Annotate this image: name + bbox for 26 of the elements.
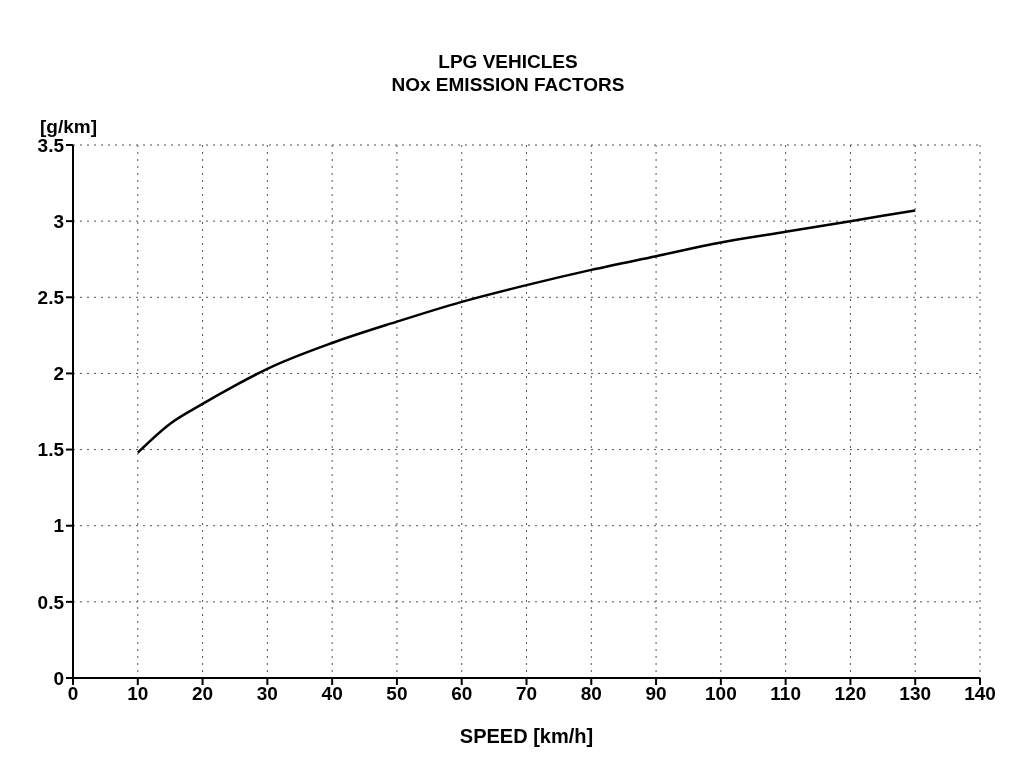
x-tick-label: 130 bbox=[899, 683, 932, 705]
x-tick-label: 90 bbox=[645, 683, 667, 705]
x-tick-label: 110 bbox=[770, 683, 801, 705]
x-tick-label: 50 bbox=[386, 683, 408, 705]
y-tick-label: 1.5 bbox=[37, 439, 65, 461]
x-axis-title: SPEED [km/h] bbox=[458, 725, 595, 748]
chart-subtitle: NOx EMISSION FACTORS bbox=[390, 73, 626, 96]
x-tick-label: 100 bbox=[705, 683, 737, 705]
y-tick-label: 0.5 bbox=[37, 591, 65, 613]
y-tick-label: 2.5 bbox=[37, 287, 65, 309]
chart-title: LPG VEHICLES bbox=[437, 50, 579, 73]
x-tick-label: 80 bbox=[580, 683, 602, 705]
x-tick-label: 10 bbox=[127, 683, 149, 705]
x-tick-label: 20 bbox=[192, 683, 214, 705]
x-tick-label: 60 bbox=[451, 683, 473, 705]
y-tick-label: 1 bbox=[53, 515, 65, 537]
x-tick-label: 70 bbox=[515, 683, 538, 705]
x-tick-label: 0 bbox=[67, 683, 79, 705]
line-series bbox=[136, 209, 917, 454]
y-tick-label: 3 bbox=[53, 210, 64, 232]
x-tick-label: 30 bbox=[256, 683, 278, 705]
x-tick-label: 40 bbox=[321, 683, 343, 705]
x-tick-label: 120 bbox=[834, 683, 867, 705]
x-tick-label: 140 bbox=[964, 683, 996, 705]
y-tick-label: 0 bbox=[53, 667, 64, 689]
y-tick-label: 2 bbox=[53, 363, 64, 385]
